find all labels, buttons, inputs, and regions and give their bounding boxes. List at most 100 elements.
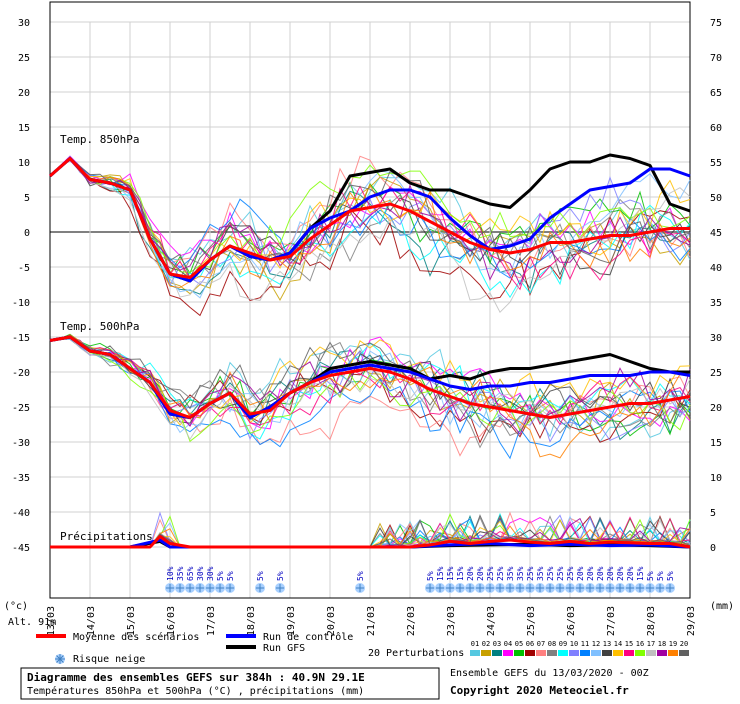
perturbation-line-06: [49, 158, 691, 317]
snow-risk-pct: 20%: [616, 566, 625, 581]
perturbation-swatch-label: 20: [680, 640, 688, 648]
date-tick-label: 25/03: [526, 606, 537, 636]
left-tick-label: -25: [12, 403, 30, 414]
snow-risk-pct: 20%: [586, 566, 595, 581]
right-unit-label: (mm): [710, 601, 734, 612]
perturbation-swatch-label: 13: [603, 640, 611, 648]
snow-risk-pct: 20%: [476, 566, 485, 581]
snow-risk-pct: 25%: [486, 566, 495, 581]
legend-control-label: Run de contrôle: [263, 631, 353, 643]
perturbation-swatch-label: 06: [526, 640, 534, 648]
perturbation-line-17: [49, 158, 691, 314]
date-tick-label: 29/03: [686, 606, 697, 636]
right-tick-label: 50: [710, 193, 722, 204]
snow-risk-pct: 15%: [636, 566, 645, 581]
footer-copyright: Copyright 2020 Meteociel.fr: [450, 684, 629, 697]
footer-title: Diagramme des ensembles GEFS sur 384h : …: [27, 671, 365, 684]
perturbation-swatch-label: 04: [504, 640, 512, 648]
legend-mean-label: Moyenne des scénarios: [73, 631, 199, 643]
perturbation-swatch: [580, 650, 590, 656]
snow-risk-pct: 15%: [456, 566, 465, 581]
plot-frame: [49, 1, 691, 599]
snow-risk-pct: 30%: [196, 566, 205, 581]
snow-risk-pct: 65%: [186, 566, 195, 581]
right-tick-label: 30: [710, 333, 722, 344]
snow-risk-pct: 15%: [436, 566, 445, 581]
right-tick-label: 70: [710, 53, 722, 64]
right-tick-label: 15: [710, 438, 722, 449]
date-axis-ticks: 13/03 14/03 15/03 16/03 17/03 18/03 19/03 20/03…: [46, 606, 697, 636]
perturbation-swatch: [613, 650, 623, 656]
perturbation-line-20: [49, 334, 691, 434]
snow-risk-pct: 5%: [256, 571, 265, 581]
perturbation-line-11: [49, 337, 691, 460]
snow-risk-pct: 5%: [426, 571, 435, 581]
perturbation-swatch-label: 18: [658, 640, 666, 648]
footer-run: Ensemble GEFS du 13/03/2020 - 00Z: [450, 668, 649, 679]
snow-risk-pct: 5%: [216, 571, 225, 581]
series-line-t850: [49, 157, 690, 279]
perturbation-swatch: [492, 650, 502, 656]
right-tick-label: 65: [710, 88, 722, 99]
left-tick-label: 20: [18, 88, 30, 99]
snow-risk-pct: 25%: [566, 566, 575, 581]
perturbation-swatch: [470, 650, 480, 656]
left-tick-label: -15: [12, 333, 30, 344]
perturbation-swatch: [679, 650, 689, 656]
snow-risk-pct: 30%: [206, 566, 215, 581]
perturbation-line-12: [49, 156, 691, 299]
left-axis-ticks: 30 25 20 15 10 5 0 -5 -10 -15 -20 -25 -30 -35 -40 -45: [12, 18, 30, 554]
legend-snow-label: Risque neige: [73, 654, 145, 665]
snow-risk-pct: 35%: [516, 566, 525, 581]
perturbation-swatch: [536, 650, 546, 656]
panel-label-precip: Précipitations: [60, 530, 153, 543]
perturbation-line-18: [49, 159, 691, 286]
perturbation-swatch-label: 19: [669, 640, 677, 648]
left-tick-label: -5: [18, 263, 30, 274]
left-tick-label: -40: [12, 508, 30, 519]
perturbation-swatch: [657, 650, 667, 656]
footer-box: [20, 667, 440, 700]
perturbation-swatch-label: 09: [559, 640, 567, 648]
panel-label-t500: Temp. 500hPa: [60, 320, 139, 333]
date-tick-label: 19/03: [286, 606, 297, 636]
snow-risk-pct: 5%: [646, 571, 655, 581]
perturbation-line-20: [49, 156, 691, 279]
perturbation-swatch: [624, 650, 634, 656]
snow-risk-pct: 5%: [226, 571, 235, 581]
snow-risk-pct: 25%: [496, 566, 505, 581]
left-tick-label: 25: [18, 53, 30, 64]
left-tick-label: 5: [24, 193, 30, 204]
date-tick-label: 23/03: [446, 606, 457, 636]
perturbation-swatch-label: 05: [515, 640, 523, 648]
snow-risk-pct: 35%: [506, 566, 515, 581]
perturbation-swatches: 01 02 03 04 05 06 07 08 09 10 11 12 13 14 15 16 17 18 19 20: [470, 640, 689, 656]
snow-risk-pct: 5%: [656, 571, 665, 581]
right-tick-label: 35: [710, 298, 722, 309]
perturbation-swatch-label: 01: [471, 640, 479, 648]
right-tick-label: 25: [710, 368, 722, 379]
right-tick-label: 60: [710, 123, 722, 134]
perturbation-swatch-label: 12: [592, 640, 600, 648]
perturbation-swatch: [547, 650, 557, 656]
perturbation-swatch: [591, 650, 601, 656]
perturbation-swatch: [569, 650, 579, 656]
snow-risk-pct: 5%: [666, 571, 675, 581]
right-tick-label: 55: [710, 158, 722, 169]
right-tick-label: 40: [710, 263, 722, 274]
perturbation-swatch: [558, 650, 568, 656]
snow-risk-pct: 20%: [466, 566, 475, 581]
series-line-precip: [50, 535, 691, 549]
perturbation-swatch-label: 08: [548, 640, 556, 648]
series-line-t500: [49, 335, 691, 419]
perturbation-swatch: [646, 650, 656, 656]
date-tick-label: 20/03: [326, 606, 337, 636]
perturbation-swatch-label: 03: [493, 640, 501, 648]
legend-perturb-label: 20 Perturbations: [368, 648, 464, 659]
snow-risk-pct: 25%: [546, 566, 555, 581]
date-tick-label: 26/03: [566, 606, 577, 636]
date-tick-label: 15/03: [126, 606, 137, 636]
